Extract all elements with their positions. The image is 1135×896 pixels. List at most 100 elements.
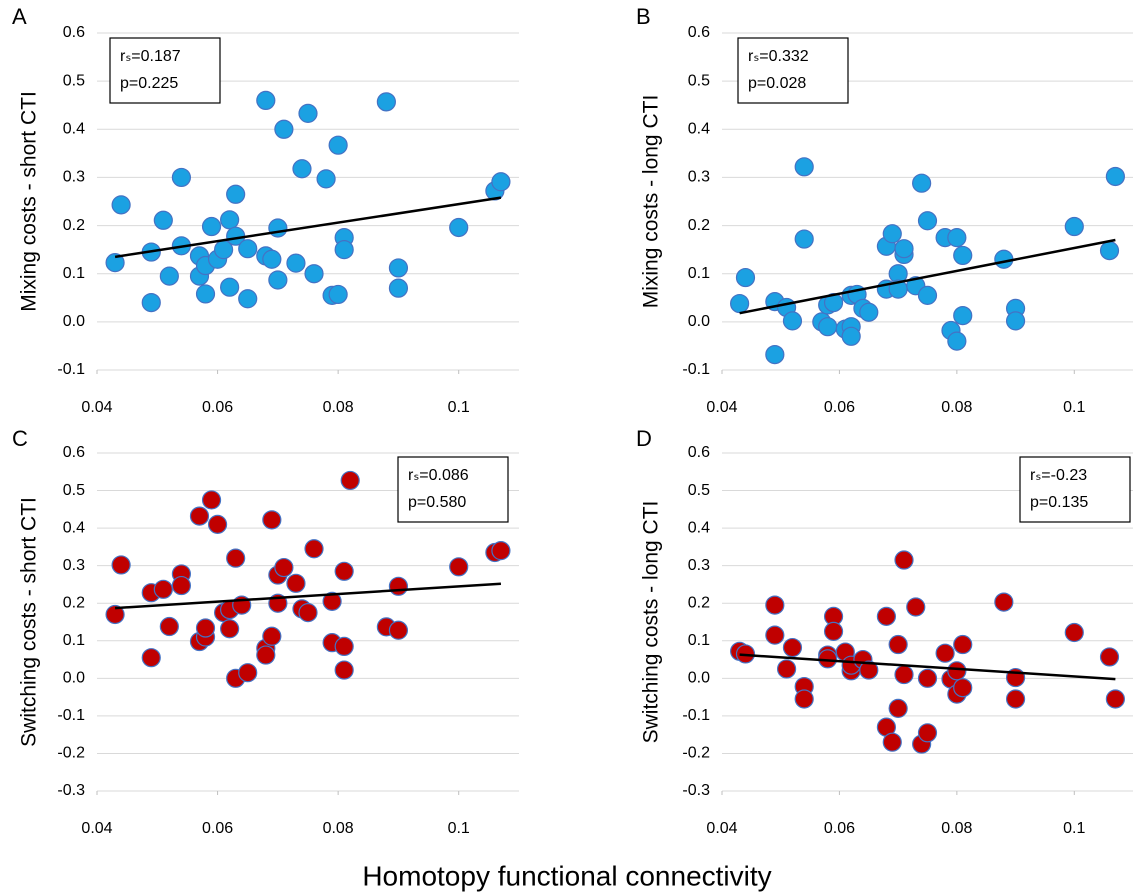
y-tick-label: 0.6: [63, 24, 85, 41]
data-point: [256, 90, 276, 111]
data-point: [141, 293, 161, 313]
annotation-text: rₛ=-0.23: [1030, 467, 1087, 484]
x-tick-label: 0.08: [941, 820, 972, 837]
y-tick-label: -0.1: [682, 361, 710, 378]
y-tick-label: 0.0: [688, 313, 710, 330]
y-tick-label: -0.2: [57, 745, 85, 762]
data-point: [882, 224, 902, 244]
annotation-text: rₛ=0.187: [120, 48, 181, 65]
annotation-text: rₛ=0.086: [408, 467, 469, 484]
data-point: [201, 490, 222, 510]
data-point: [953, 678, 973, 698]
data-point: [195, 284, 216, 304]
y-tick-label: -0.3: [57, 782, 85, 799]
data-point: [304, 539, 324, 559]
data-point: [1064, 216, 1084, 237]
data-point: [298, 603, 318, 623]
data-point: [298, 103, 318, 123]
y-tick-label: 0.6: [688, 444, 710, 461]
data-point: [1105, 689, 1125, 709]
x-tick-label: 0.06: [202, 820, 233, 837]
x-tick-label: 0.04: [706, 820, 737, 837]
x-tick-label: 0.1: [1063, 399, 1085, 416]
data-point: [765, 344, 785, 365]
data-point: [765, 625, 785, 645]
y-axis-label: Mixing costs - long CTI: [640, 95, 663, 309]
data-point: [238, 239, 258, 259]
y-tick-label: 0.4: [688, 519, 710, 536]
panel-label: A: [12, 4, 27, 29]
y-tick-label: -0.1: [57, 707, 85, 724]
data-point: [220, 619, 240, 639]
data-point: [171, 167, 191, 188]
y-tick-label: 0.6: [63, 444, 85, 461]
data-point: [292, 159, 312, 179]
data-point: [994, 592, 1014, 612]
trend-line: [115, 582, 501, 610]
data-point: [388, 278, 409, 298]
y-tick-label: -0.1: [57, 361, 85, 378]
data-point: [947, 661, 967, 681]
y-tick-label: 0.0: [63, 313, 85, 330]
x-tick-label: 0.1: [1063, 820, 1085, 837]
y-axis-label: Switching costs - short CTI: [18, 497, 41, 747]
data-point: [141, 648, 161, 668]
x-tick-label: 0.04: [81, 399, 112, 416]
data-point: [316, 169, 336, 189]
data-point: [818, 317, 838, 337]
data-point: [159, 616, 179, 637]
data-point: [449, 557, 469, 577]
data-point: [207, 514, 228, 534]
data-point: [388, 258, 409, 278]
data-point: [917, 211, 938, 231]
y-tick-label: 0.3: [688, 557, 710, 574]
data-point: [888, 634, 908, 655]
data-point: [105, 253, 125, 273]
data-point: [730, 293, 750, 314]
y-tick-label: 0.2: [63, 594, 85, 611]
data-point: [912, 173, 932, 193]
data-point: [794, 689, 814, 709]
y-tick-label: -0.3: [682, 782, 710, 799]
data-point: [334, 561, 354, 581]
data-point: [1064, 622, 1084, 643]
data-point: [153, 210, 173, 230]
data-point: [274, 557, 294, 578]
x-tick-label: 0.04: [81, 820, 112, 837]
shared-x-label: Homotopy functional connectivity: [362, 860, 771, 891]
annotation-text: p=0.225: [120, 75, 178, 92]
annotation-box: [1019, 456, 1131, 523]
data-point: [376, 92, 396, 112]
data-point: [823, 293, 844, 313]
x-tick-label: 0.1: [448, 399, 470, 416]
data-point: [894, 664, 914, 685]
y-tick-label: 0.5: [688, 72, 710, 89]
data-point: [268, 270, 288, 290]
annotation-text: p=0.028: [748, 75, 806, 92]
data-point: [735, 267, 756, 288]
y-axis-label: Switching costs - long CTI: [640, 501, 663, 744]
y-tick-label: 0.2: [688, 594, 710, 611]
data-point: [859, 660, 879, 680]
x-tick-label: 0.04: [706, 399, 737, 416]
x-tick-label: 0.08: [323, 820, 354, 837]
y-tick-label: 0.1: [688, 632, 710, 649]
data-point: [859, 302, 879, 322]
data-point: [917, 668, 938, 688]
y-tick-label: 0.5: [688, 482, 710, 499]
x-tick-label: 0.06: [824, 399, 855, 416]
y-tick-label: 0.4: [688, 121, 710, 138]
trend-line: [739, 238, 1116, 315]
data-point: [1005, 689, 1026, 709]
data-point: [171, 575, 191, 596]
data-point: [1005, 311, 1026, 331]
annotation-box: [737, 37, 849, 104]
y-tick-label: 0.5: [63, 72, 85, 89]
data-point: [153, 579, 173, 599]
data-point: [159, 266, 179, 286]
data-point: [491, 172, 511, 192]
data-point: [491, 541, 511, 561]
panel-label: D: [636, 426, 652, 451]
data-point: [286, 253, 306, 273]
